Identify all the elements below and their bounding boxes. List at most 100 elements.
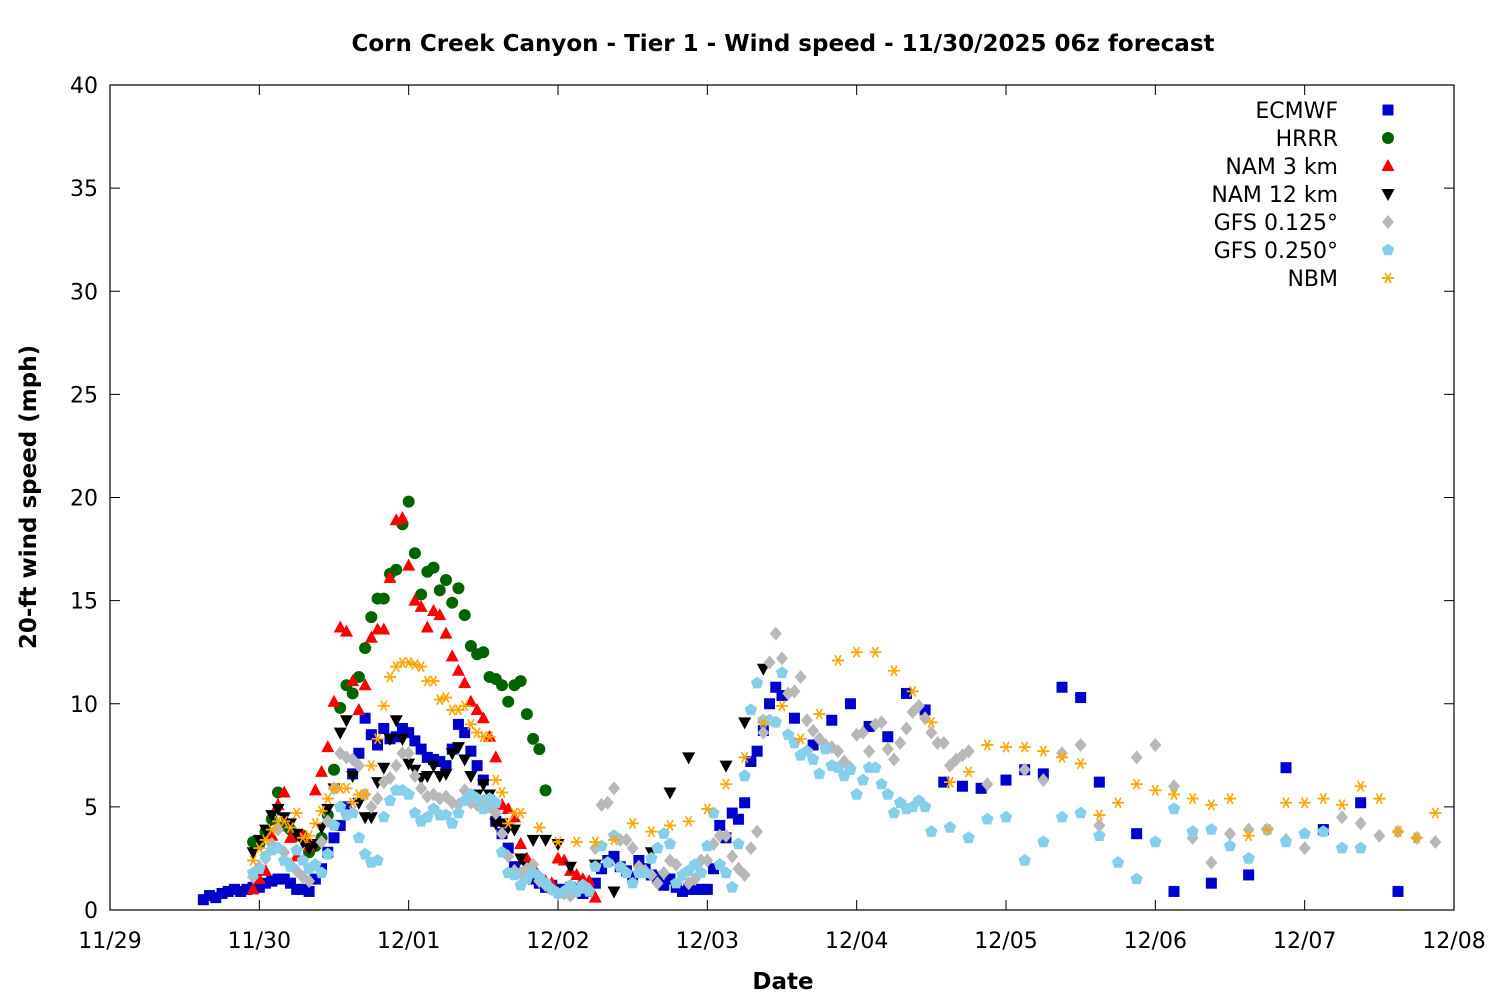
data-point [975,782,987,794]
data-point [1074,757,1087,770]
data-point [477,802,490,815]
data-point [869,761,882,773]
data-point [340,801,352,813]
data-point [390,731,402,743]
data-point [315,822,329,835]
data-point [246,882,260,895]
data-point [489,806,502,821]
data-point [408,547,421,560]
data-point [378,723,390,734]
data-point [259,824,273,837]
data-point [433,608,447,621]
data-point [738,717,752,730]
data-point [638,866,652,879]
data-point [377,622,391,635]
data-point [943,821,957,833]
data-point [607,886,621,899]
data-point [334,800,347,813]
data-point [259,834,272,846]
data-point [720,828,732,843]
data-point [1018,762,1031,777]
data-point [265,810,279,823]
data-point [265,823,278,836]
data-point [900,687,912,699]
data-point [1055,810,1069,823]
data-point [832,744,844,759]
data-point [446,596,459,609]
data-point [303,874,316,889]
data-point [396,723,408,734]
data-point [434,756,446,767]
data-point [520,708,533,721]
data-point [283,830,297,843]
data-point [277,812,291,825]
data-point [863,744,876,759]
data-point [912,698,925,713]
data-point [390,758,403,773]
data-point [1000,741,1012,753]
data-point [931,735,944,750]
data-point [210,892,222,904]
data-point [981,777,994,792]
legend: ECMWF HRRR NAM 3 km NAM 12 km GFS 0.125° GFS … [1211,99,1395,292]
data-point [527,873,539,885]
data-point [433,584,446,597]
data-point [308,783,322,796]
data-point [402,746,415,761]
data-point [465,745,477,757]
data-point [788,684,801,699]
data-point [1410,832,1423,844]
data-point [1429,834,1442,849]
data-point [1149,835,1162,848]
data-point [1223,839,1237,852]
data-point [384,771,396,785]
data-point [402,495,415,508]
data-point [744,841,757,856]
data-point [620,866,633,879]
data-point [757,725,770,740]
data-point [682,752,696,765]
data-point [365,799,378,814]
data-point [882,731,894,743]
data-point [763,655,776,670]
data-point [664,819,676,832]
data-point [688,858,702,870]
data-point [1149,784,1162,796]
data-point [744,703,758,716]
data-point [539,784,552,797]
legend-marker [1381,243,1395,256]
data-point [415,588,428,601]
data-point [689,883,701,895]
data-point [850,788,863,800]
data-point [1130,778,1143,790]
data-point [663,787,677,800]
data-point [751,745,763,757]
series-nbm [247,646,1442,867]
x-tick-label: 12/05 [974,929,1037,954]
data-point [962,744,975,759]
data-point [1336,799,1348,811]
data-point [589,877,601,889]
data-point [328,763,340,776]
data-point [1037,773,1050,788]
data-point [658,879,670,891]
data-point [464,640,477,652]
data-point [1075,692,1087,704]
data-point [427,561,440,574]
data-point [800,713,813,728]
data-point [415,743,427,755]
data-point [701,839,714,852]
data-point [726,849,739,864]
data-point [470,792,484,804]
data-point [501,801,515,814]
data-point [769,715,782,728]
data-point [552,836,564,848]
data-point [714,819,726,831]
data-point [819,742,832,755]
data-point [608,850,620,862]
data-point [757,716,770,728]
y-tick-label: 15 [70,590,98,615]
data-point [266,875,278,887]
